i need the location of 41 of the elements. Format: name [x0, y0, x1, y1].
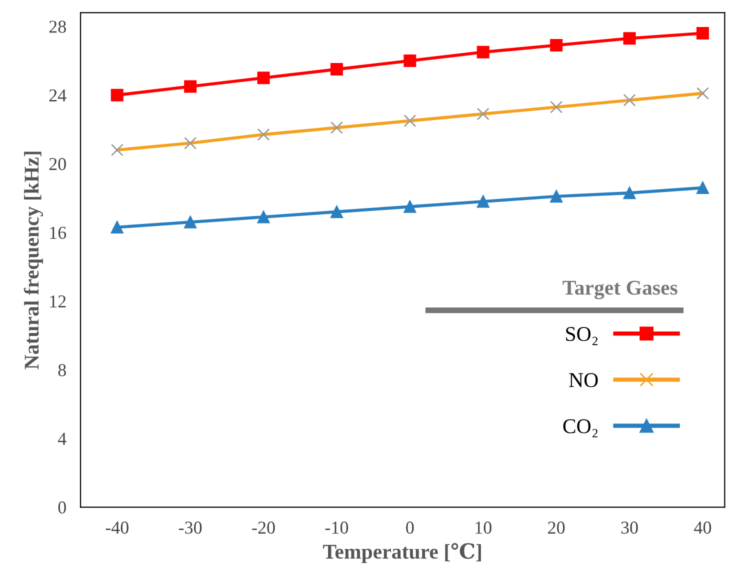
point — [476, 46, 490, 58]
point — [550, 190, 563, 203]
point — [404, 200, 416, 213]
point — [184, 216, 197, 228]
legend-label: SO₂ — [566, 327, 598, 346]
point — [550, 39, 563, 52]
y-tick-label: 4 — [58, 432, 66, 445]
point — [696, 27, 709, 40]
point — [257, 210, 270, 224]
x-tick-label: 30 — [621, 522, 638, 534]
x-axis-title: Temperature [℃] — [323, 542, 481, 564]
point — [330, 206, 343, 218]
y-tick-label: 20 — [49, 158, 66, 170]
point — [404, 54, 416, 67]
y-tick-label: 24 — [49, 89, 66, 102]
point — [257, 72, 270, 84]
point — [110, 221, 124, 234]
y-axis-title: Natural frequency [kHz] — [24, 152, 44, 370]
x-tick-label: 0 — [406, 522, 414, 534]
x-tick-label: 10 — [476, 522, 492, 534]
y-tick-label: 8 — [58, 364, 66, 376]
y-tick-label: 12 — [50, 295, 66, 308]
legend-title: Target Gases — [562, 280, 678, 300]
point — [623, 32, 636, 45]
x-tick-label: -20 — [252, 522, 275, 534]
x-tick-label: 20 — [548, 522, 565, 534]
y-tick-label: 28 — [49, 20, 66, 33]
point — [110, 88, 124, 102]
point — [623, 186, 636, 200]
point — [330, 63, 343, 76]
point — [696, 182, 709, 194]
x-tick-label: -40 — [106, 522, 128, 534]
point — [184, 80, 197, 93]
x-tick-label: -10 — [325, 522, 348, 534]
x-tick-label: 40 — [694, 522, 712, 534]
y-tick-label: 0 — [58, 501, 66, 514]
legend-label: CO₂ — [563, 419, 598, 438]
y-tick-label: 16 — [50, 226, 66, 239]
point — [476, 195, 490, 208]
legend-label: NO — [569, 373, 598, 388]
x-tick-label: -30 — [178, 522, 202, 534]
